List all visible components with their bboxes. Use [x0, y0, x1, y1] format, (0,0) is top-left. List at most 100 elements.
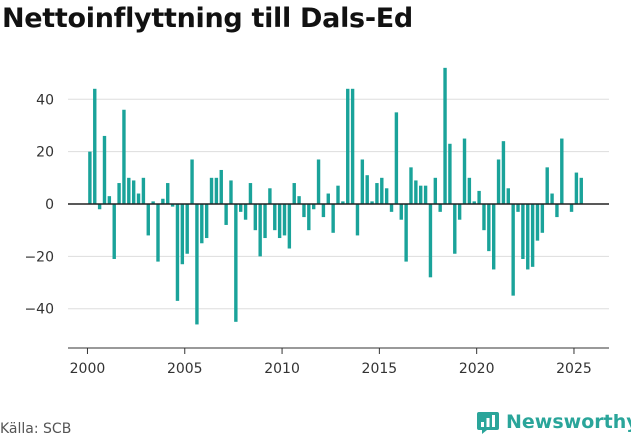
bar — [122, 109, 126, 204]
bar-series — [88, 67, 583, 325]
bar — [277, 204, 282, 239]
bar — [229, 180, 233, 204]
bar — [297, 196, 301, 204]
newsworthy-logo: Newsworthy — [476, 407, 631, 437]
bar — [443, 67, 447, 204]
bar — [180, 204, 185, 265]
bar — [316, 159, 321, 204]
bar — [472, 201, 476, 204]
bar — [521, 204, 525, 259]
bar — [234, 204, 238, 322]
bar — [579, 177, 583, 204]
bar — [409, 167, 413, 204]
bar — [365, 175, 369, 204]
bar — [423, 185, 428, 204]
bar — [146, 204, 150, 236]
bar — [438, 204, 442, 212]
bar — [200, 204, 204, 244]
bar — [219, 169, 223, 204]
bar — [457, 204, 462, 220]
logo-text: Newsworthy — [506, 411, 631, 433]
x-axis: 2000 2005 2010 2015 2020 2025 — [68, 347, 609, 377]
bar — [156, 204, 160, 262]
bar — [166, 183, 170, 204]
bar — [506, 188, 510, 204]
x-tick-label: 2020 — [459, 361, 495, 377]
bar — [88, 151, 92, 204]
bar — [555, 204, 559, 218]
bar — [355, 204, 360, 236]
bar — [239, 204, 243, 212]
bar — [404, 204, 408, 262]
bar — [151, 201, 155, 204]
bar — [535, 204, 540, 241]
bar — [453, 204, 457, 254]
bar — [107, 196, 112, 204]
x-tick-label: 2005 — [167, 361, 203, 377]
bar — [428, 204, 433, 278]
bar — [560, 138, 564, 204]
bar — [331, 204, 335, 233]
bar — [433, 177, 438, 204]
bar — [336, 185, 340, 204]
bar — [248, 183, 253, 204]
bar — [375, 183, 379, 204]
bar — [389, 204, 394, 212]
x-tick-label: 2025 — [556, 361, 592, 377]
bar — [530, 204, 535, 267]
bar — [273, 204, 277, 231]
bar — [477, 190, 481, 204]
bar — [346, 88, 350, 204]
bar — [195, 204, 199, 325]
bar — [136, 193, 141, 204]
bar — [258, 204, 262, 257]
bar — [253, 204, 258, 231]
bar — [501, 141, 506, 204]
bar — [321, 204, 326, 218]
bar — [574, 172, 579, 204]
newsworthy-logo-icon — [477, 412, 499, 434]
bar — [190, 159, 194, 204]
bar — [550, 193, 554, 204]
bar — [350, 88, 355, 204]
bar — [127, 177, 131, 204]
bar — [311, 204, 316, 210]
bar — [326, 193, 330, 204]
bar — [341, 201, 345, 204]
bar — [370, 201, 374, 204]
bar — [224, 204, 228, 225]
bar — [384, 188, 389, 204]
bar — [117, 183, 121, 204]
y-tick-label: 40 — [36, 92, 54, 108]
bar — [161, 198, 165, 204]
bar — [394, 112, 399, 204]
bar — [482, 204, 486, 231]
y-tick-label: 0 — [45, 197, 54, 213]
bar — [287, 204, 292, 249]
bar — [360, 159, 365, 204]
bar — [307, 204, 311, 231]
bar — [540, 204, 545, 233]
bar — [268, 188, 272, 204]
bar — [399, 204, 403, 220]
bar — [102, 135, 107, 204]
bar — [131, 180, 136, 204]
bar — [496, 159, 501, 204]
y-tick-label: 20 — [36, 145, 54, 161]
bar — [462, 138, 467, 204]
bar — [243, 204, 248, 220]
source-label: Källa: SCB — [0, 421, 72, 437]
bar — [419, 185, 423, 204]
y-axis: 40 20 0 −20 −40 — [24, 92, 54, 317]
bar — [93, 88, 97, 204]
bar — [170, 204, 175, 207]
y-tick-label: −40 — [24, 302, 54, 318]
bar — [214, 177, 219, 204]
bar — [545, 167, 549, 204]
bar — [467, 177, 472, 204]
x-tick-label: 2010 — [264, 361, 300, 377]
bar — [414, 180, 418, 204]
bar — [487, 204, 491, 252]
bar — [448, 143, 452, 204]
